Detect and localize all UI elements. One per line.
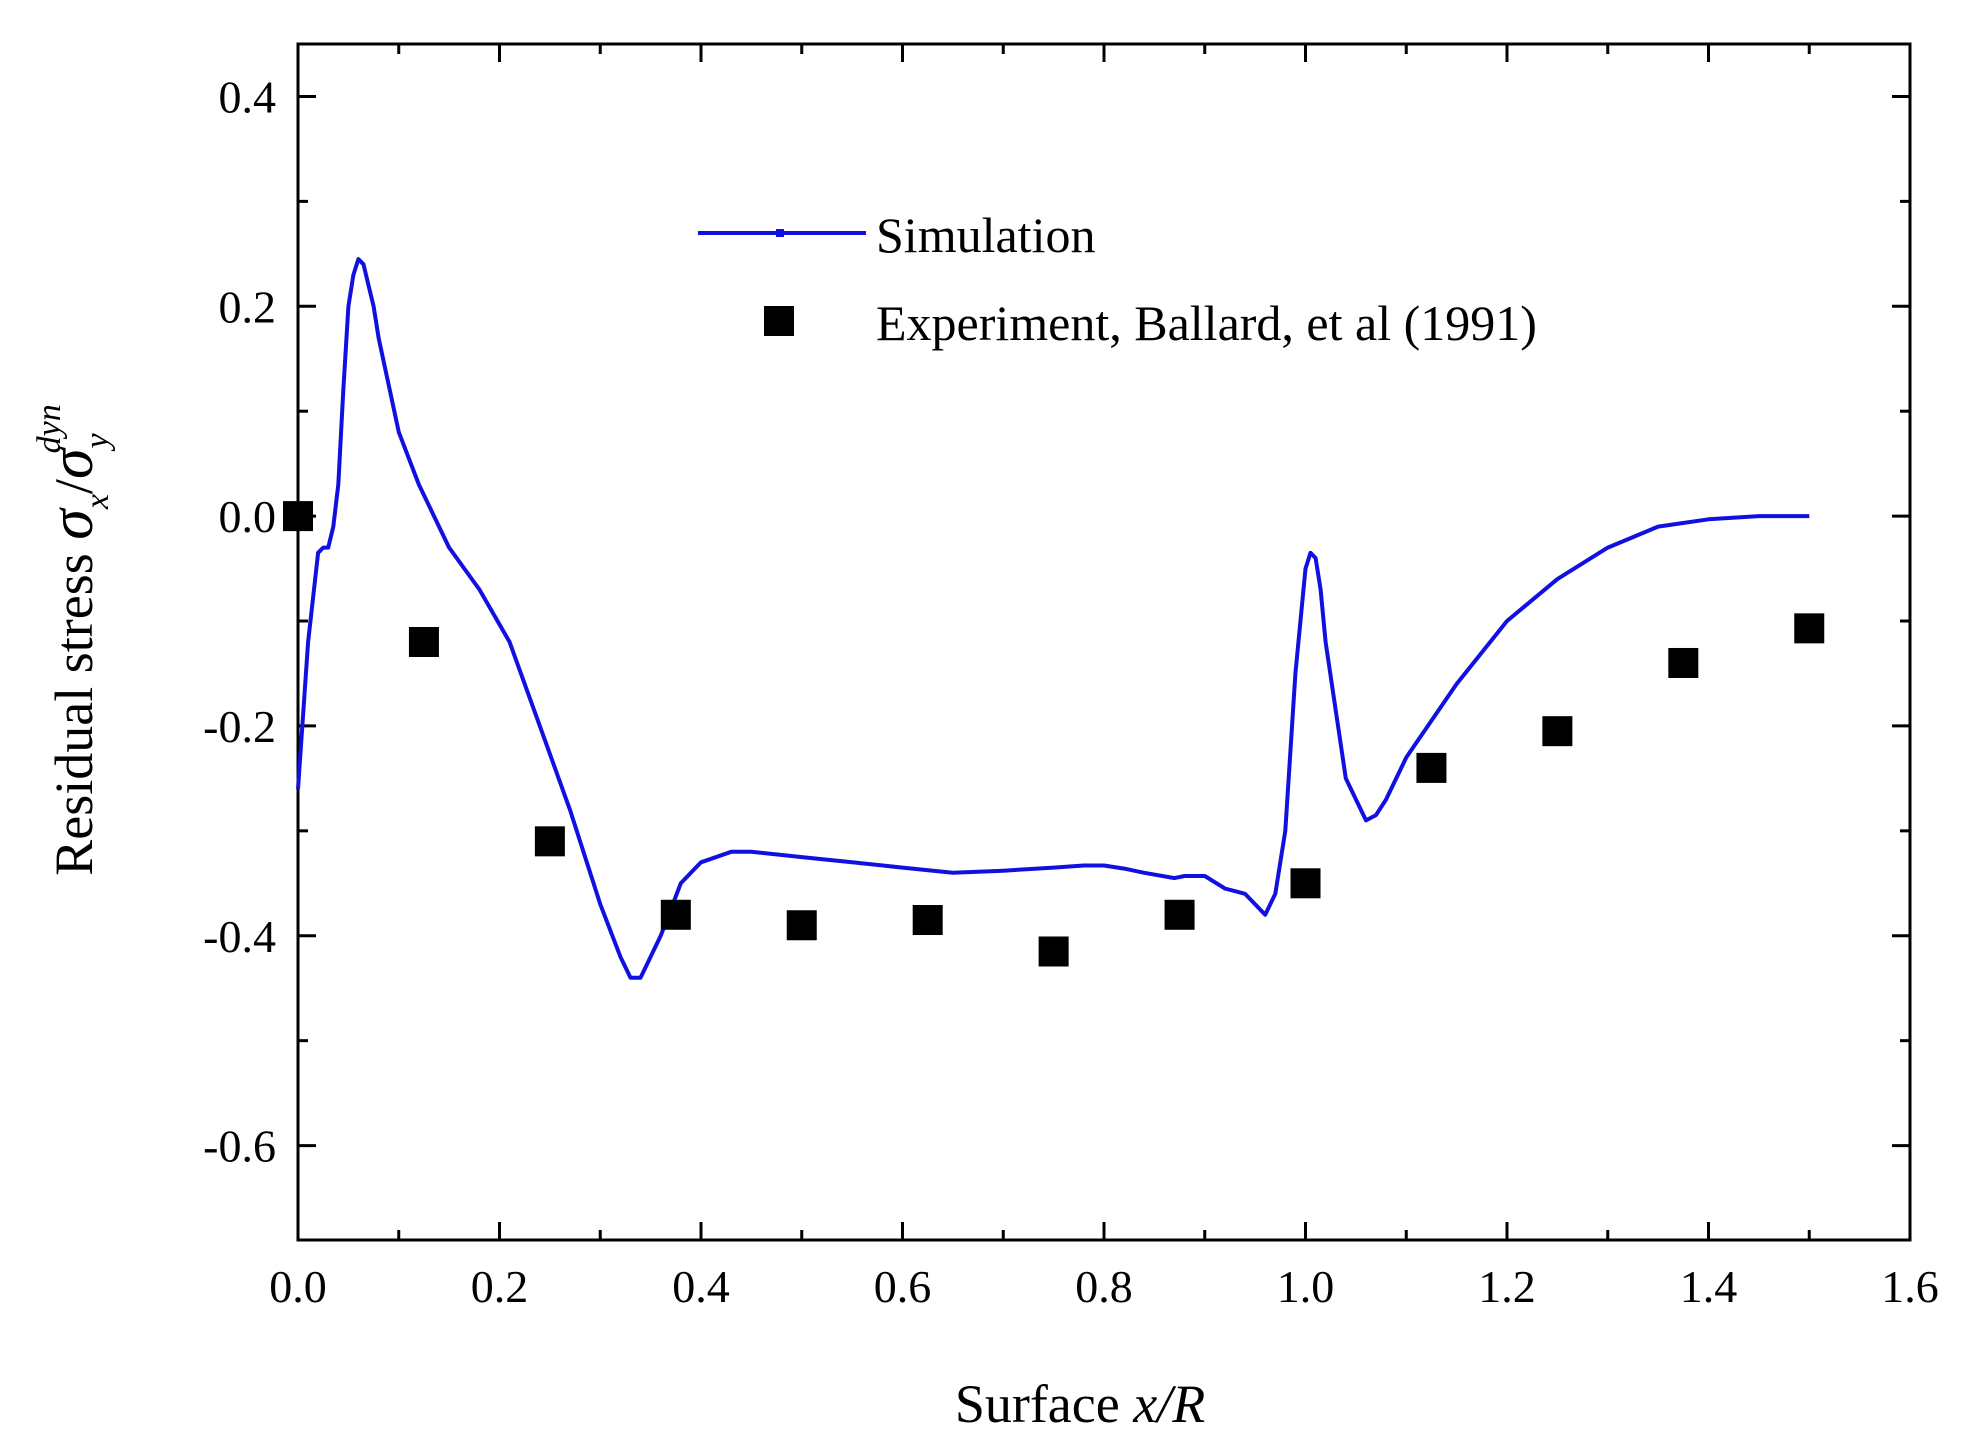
experiment-point [534, 826, 565, 857]
y-tick-label: -0.4 [203, 911, 276, 962]
x-tick-label: 0.0 [269, 1261, 327, 1312]
series-experiment-points [283, 501, 1825, 967]
experiment-point [1794, 613, 1825, 644]
y-tick-label: 0.4 [219, 71, 277, 122]
series-simulation-line [296, 257, 1810, 980]
axis-ticks [296, 44, 1912, 1240]
experiment-point [408, 627, 439, 657]
y-axis-sup-dyn: dyn [31, 404, 68, 453]
legend-simulation-marker [776, 229, 784, 237]
experiment-point [1668, 647, 1699, 678]
svg-text:Residual stress σx/σydyn: Residual stress σx/σydyn [31, 404, 116, 875]
experiment-point [912, 905, 943, 936]
x-tick-label: 1.2 [1478, 1261, 1536, 1312]
y-axis-sub-y: y [79, 432, 116, 451]
experiment-point [786, 910, 817, 941]
experiment-point [1164, 899, 1195, 930]
y-axis-sigma-1: σ [38, 507, 106, 540]
x-tick-label: 0.8 [1075, 1261, 1133, 1312]
y-tick-label: -0.2 [203, 701, 276, 752]
legend: Simulation Experiment, Ballard, et al (1… [698, 207, 1537, 351]
experiment-point [1416, 752, 1447, 783]
x-tick-label: 0.4 [672, 1261, 730, 1312]
x-tick-label: 1.0 [1277, 1261, 1335, 1312]
experiment-point [1038, 936, 1069, 967]
experiment-point [283, 501, 313, 532]
plot-frame [296, 42, 1912, 1242]
legend-experiment-label: Experiment, Ballard, et al (1991) [876, 295, 1537, 351]
experiment-point [1542, 716, 1573, 747]
y-axis-slash: / [44, 479, 104, 494]
x-tick-label: 0.6 [874, 1261, 932, 1312]
y-tick-label: -0.6 [203, 1121, 276, 1172]
x-tick-label: 0.2 [471, 1261, 529, 1312]
x-tick-label: 1.4 [1680, 1261, 1738, 1312]
legend-simulation-label: Simulation [876, 207, 1095, 263]
y-axis-sub-x: x [79, 494, 116, 510]
experiment-point [660, 899, 691, 930]
y-tick-label: 0.0 [219, 491, 277, 542]
y-axis-sigma-2: σ [38, 446, 106, 479]
y-tick-labels: 0.4 0.2 0.0 -0.2 -0.4 -0.6 [203, 71, 276, 1171]
y-axis-title: Residual stress σx/σydyn [31, 404, 116, 875]
x-tick-labels: 0.0 0.2 0.4 0.6 0.8 1.0 1.2 1.4 1.6 [269, 1261, 1939, 1312]
experiment-point [1290, 868, 1321, 899]
x-axis-title: Surface x/R [955, 1374, 1205, 1434]
x-tick-label: 1.6 [1881, 1261, 1939, 1312]
legend-experiment-marker [764, 306, 794, 336]
y-tick-label: 0.2 [219, 281, 277, 332]
y-axis-title-prefix: Residual stress [44, 540, 104, 876]
